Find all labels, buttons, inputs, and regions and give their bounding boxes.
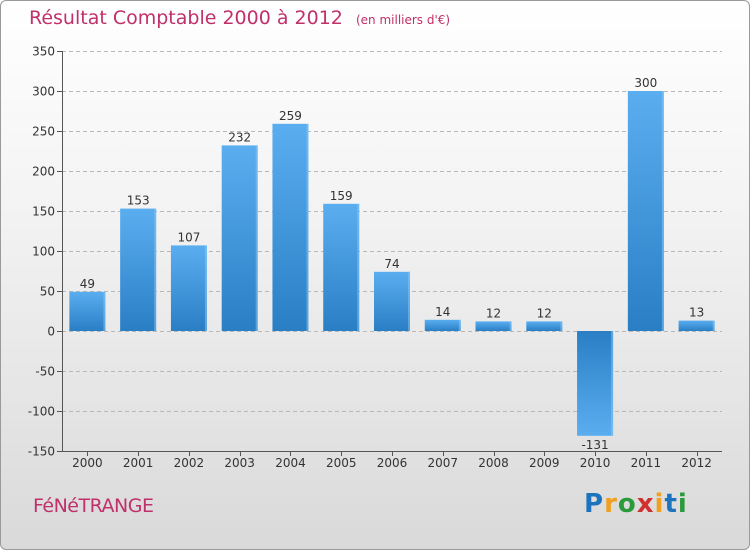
logo-letter: x	[636, 489, 655, 519]
x-tick-label-2007: 2007	[427, 456, 458, 470]
bar-2009	[526, 321, 563, 331]
bar-highlight	[154, 208, 157, 331]
axes	[57, 51, 722, 456]
value-label-2007: 14	[435, 305, 450, 319]
value-label-2000: 49	[80, 277, 95, 291]
y-tick-label: 50	[40, 285, 55, 299]
logo-letter: i	[654, 489, 665, 519]
value-label-2011: 300	[634, 76, 657, 90]
value-label-2008: 12	[486, 306, 501, 320]
y-tick-label: 100	[32, 245, 55, 259]
x-tick-label-2003: 2003	[224, 456, 255, 470]
bar-2000	[69, 291, 106, 331]
y-tick-label: 350	[32, 45, 55, 59]
bars	[69, 91, 715, 436]
logo-letter: t	[664, 489, 678, 519]
x-tick-label-2011: 2011	[631, 456, 662, 470]
chart-title: Résultat Comptable 2000 à 2012	[29, 7, 343, 29]
y-tick-label: 300	[32, 85, 55, 99]
labels: -150 -100 -50 0 50 100 150 200 250 300 350 49 2000 15…	[28, 45, 712, 471]
bar-2002	[170, 245, 207, 331]
logo-letter: r	[604, 489, 618, 519]
bar-highlight	[408, 271, 410, 331]
x-tick-label-2008: 2008	[478, 456, 509, 470]
x-tick-label-2004: 2004	[275, 456, 306, 470]
commune-name: FéNéTRANGE	[33, 495, 154, 517]
value-label-2012: 13	[689, 306, 704, 320]
bar-highlight	[611, 331, 614, 436]
logo-letter: o	[617, 489, 637, 519]
gridlines	[62, 51, 722, 452]
y-tick-label: -150	[28, 445, 55, 459]
bar-2006	[374, 271, 410, 331]
value-label-2003: 232	[228, 130, 251, 144]
value-label-2002: 107	[177, 230, 200, 244]
x-tick-label-2006: 2006	[377, 456, 408, 470]
bar-highlight	[103, 291, 106, 331]
bar-highlight	[255, 145, 258, 331]
chart-title-block: Résultat Comptable 2000 à 2012 (en milli…	[29, 7, 450, 29]
x-tick-label-2012: 2012	[681, 456, 712, 470]
x-tick-label-2010: 2010	[580, 456, 611, 470]
y-tick-label: -50	[35, 365, 55, 379]
bar-highlight	[357, 203, 360, 331]
y-tick-label: 150	[32, 205, 55, 219]
bar-highlight	[458, 319, 461, 331]
chart-subtitle: (en milliers d'€)	[355, 13, 451, 27]
value-label-2001: 153	[127, 194, 150, 208]
y-tick-label: 250	[32, 125, 55, 139]
y-tick-label: 200	[32, 165, 55, 179]
bar-2007	[424, 319, 461, 331]
x-tick-label-2000: 2000	[72, 456, 103, 470]
value-label-2009: 12	[537, 306, 552, 320]
bar-2012	[678, 320, 715, 331]
bar-highlight	[204, 245, 207, 331]
bar-highlight	[509, 321, 512, 331]
bar-2005	[323, 203, 360, 331]
bar-highlight	[712, 320, 715, 331]
bar-2004	[272, 123, 309, 331]
bar-highlight	[661, 91, 664, 331]
bar-2010	[577, 331, 614, 436]
bar-highlight	[306, 123, 309, 331]
bar-2001	[120, 208, 157, 331]
bar-2008	[475, 321, 512, 331]
bar-2003	[221, 145, 258, 331]
x-tick-label-2009: 2009	[529, 456, 560, 470]
value-label-2004: 259	[279, 109, 302, 123]
value-label-2005: 159	[330, 189, 353, 203]
bar-highlight	[560, 321, 563, 331]
proxiti-logo: Proxiti	[584, 489, 688, 519]
x-tick-label-2005: 2005	[326, 456, 357, 470]
y-tick-label: 0	[47, 325, 55, 339]
y-tick-label: -100	[28, 405, 55, 419]
bar-2011	[627, 91, 664, 331]
value-label-2006: 74	[384, 257, 399, 271]
x-tick-label-2002: 2002	[174, 456, 205, 470]
value-label-2010: -131	[581, 438, 608, 452]
logo-letter: i	[677, 489, 688, 519]
logo-letter: P	[584, 489, 605, 519]
x-tick-label-2001: 2001	[123, 456, 154, 470]
